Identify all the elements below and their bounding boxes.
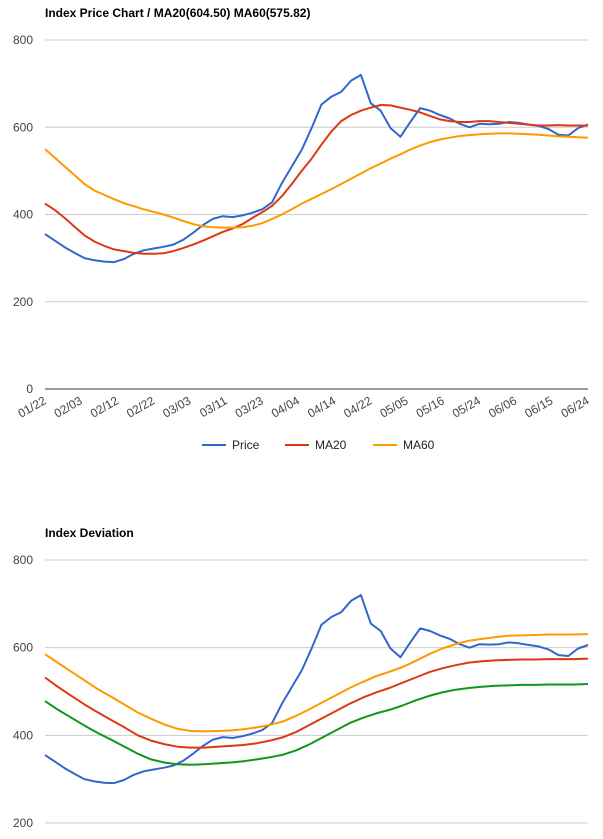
deviation-chart-title: Index Deviation bbox=[45, 526, 134, 540]
legend-label-ma60: MA60 bbox=[403, 438, 435, 452]
legend-label-ma20: MA20 bbox=[315, 438, 347, 452]
series-line-ma20 bbox=[44, 104, 588, 255]
series-line-middle bbox=[44, 657, 589, 749]
y-tick-label: 800 bbox=[13, 33, 33, 47]
legend-label-price: Price bbox=[232, 438, 260, 452]
series-line-price bbox=[44, 594, 589, 785]
legend: Price MA20 MA60 bbox=[202, 438, 435, 452]
y-tick-label: 200 bbox=[13, 295, 33, 309]
y-tick-label: 400 bbox=[13, 728, 33, 742]
y-tick-label: 0 bbox=[26, 382, 33, 396]
price-chart-title: Index Price Chart / MA20(604.50) MA60(57… bbox=[45, 6, 311, 20]
series-line-ma60 bbox=[44, 132, 589, 229]
gridlines bbox=[45, 39, 588, 390]
y-tick-label: 800 bbox=[13, 553, 33, 567]
y-tick-label: 400 bbox=[13, 208, 33, 222]
gridlines bbox=[45, 559, 588, 824]
y-tick-label: 600 bbox=[13, 641, 33, 655]
series-line-upper bbox=[44, 633, 589, 733]
y-tick-label: 600 bbox=[13, 120, 33, 134]
series-line-lower bbox=[44, 683, 589, 766]
y-tick-label: 200 bbox=[13, 816, 33, 830]
